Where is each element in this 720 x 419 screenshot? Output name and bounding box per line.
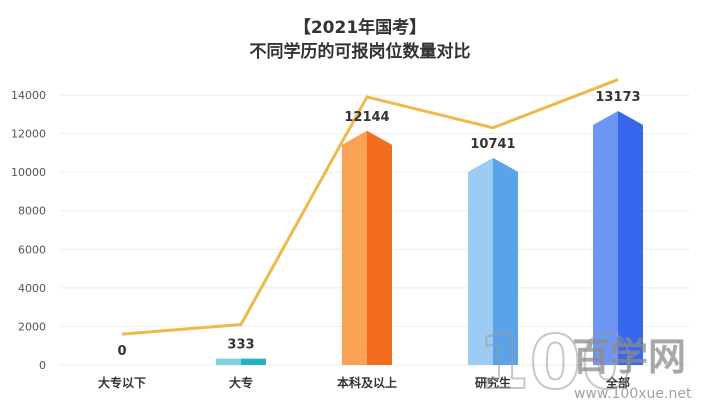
watermark-url-text: www.100xue.net <box>574 386 692 402</box>
data-label: 0 <box>117 344 126 359</box>
y-tick-label: 4000 <box>18 282 46 295</box>
bar-本科及以上 <box>342 130 392 365</box>
x-tick-label: 大专以下 <box>98 375 146 390</box>
y-tick-label: 10000 <box>11 166 46 179</box>
chart-title-line1: 【2021年国考】 <box>293 18 427 38</box>
data-label: 333 <box>227 338 254 353</box>
x-tick-label: 全部 <box>605 375 630 390</box>
overlay-line <box>121 78 619 336</box>
watermark-logo-number: 100 <box>478 320 632 406</box>
y-tick-label: 14000 <box>11 89 46 102</box>
overlay-line-layer <box>121 78 619 336</box>
y-tick-label: 8000 <box>18 205 46 218</box>
x-axis-ticks: 大专以下 大专 本科及以上 研究生 全部 <box>98 375 630 390</box>
chart-title-line2: 不同学历的可报岗位数量对比 <box>249 42 471 62</box>
data-labels: 0 333 12144 10741 13173 <box>117 90 640 359</box>
bar-全部 <box>593 110 643 366</box>
bar-研究生 <box>468 157 518 365</box>
y-tick-label: 6000 <box>18 243 46 256</box>
grid-lines <box>60 94 690 366</box>
y-axis-ticks: 0 2000 4000 6000 8000 10000 12000 14000 <box>11 89 46 372</box>
x-tick-label: 大专 <box>229 375 253 390</box>
x-tick-label: 研究生 <box>475 375 511 390</box>
watermark-brand-text: 百学网 <box>572 335 686 379</box>
data-label: 12144 <box>344 110 389 125</box>
bars <box>216 110 643 366</box>
x-tick-label: 本科及以上 <box>337 375 397 390</box>
watermark-logo: 100 百学网 www.100xue.net <box>478 319 692 407</box>
data-label: 10741 <box>470 137 515 152</box>
bar-大专 <box>216 358 266 365</box>
y-tick-label: 12000 <box>11 128 46 141</box>
data-label: 13173 <box>595 90 640 105</box>
y-tick-label: 0 <box>39 359 46 372</box>
y-tick-label: 2000 <box>18 320 46 333</box>
